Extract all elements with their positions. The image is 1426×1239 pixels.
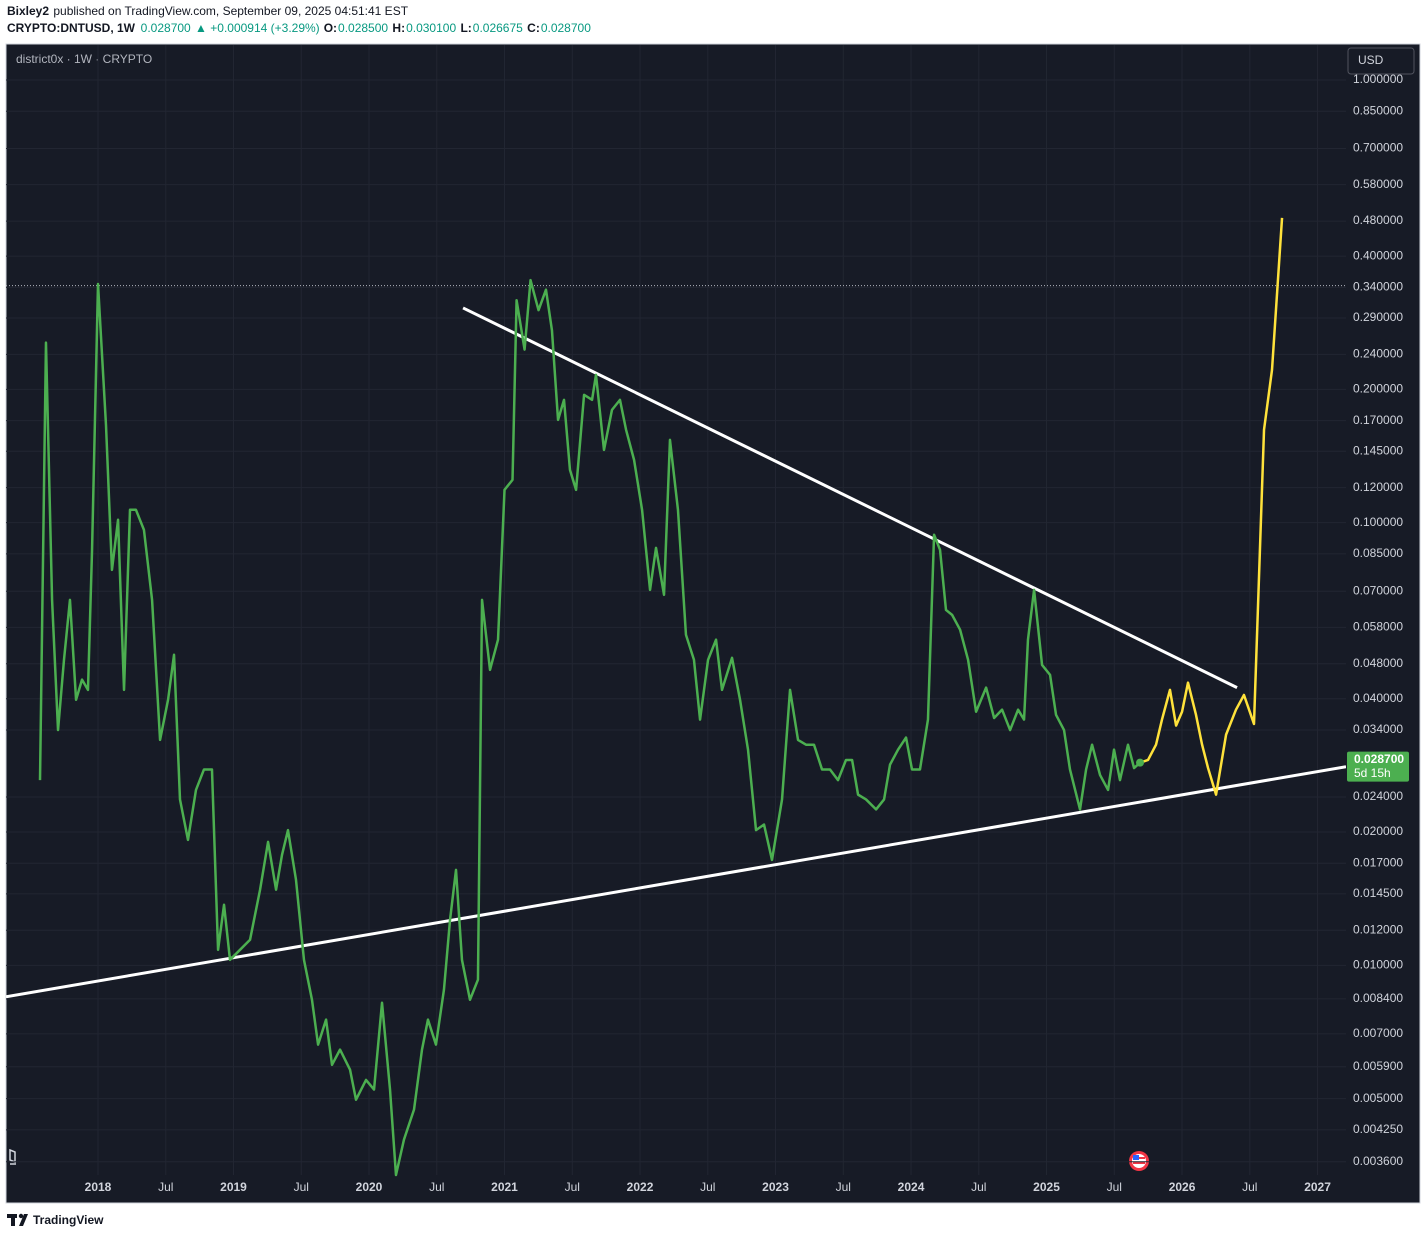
y-tick-label: 0.290000 xyxy=(1353,310,1403,324)
x-tick-label: Jul xyxy=(700,1180,715,1194)
price-line xyxy=(38,278,1141,1177)
last-point xyxy=(1136,758,1145,767)
y-tick-label: 0.003600 xyxy=(1353,1154,1403,1168)
symbol: CRYPTO:DNTUSD, 1W xyxy=(7,21,136,35)
header-field: C: xyxy=(527,21,540,35)
countdown: 5d 15h xyxy=(1354,766,1391,780)
legend: district0x · 1W · CRYPTO xyxy=(16,52,152,66)
x-tick-label: 2022 xyxy=(627,1180,654,1194)
header-field: H: xyxy=(392,21,405,35)
flag-stripe[interactable] xyxy=(1133,1162,1145,1164)
header-field: O: xyxy=(324,21,337,35)
x-tick-label: 2026 xyxy=(1169,1180,1196,1194)
x-tick-label: 2020 xyxy=(356,1180,383,1194)
y-tick-label: 0.700000 xyxy=(1353,141,1403,155)
y-tick-label: 0.034000 xyxy=(1353,722,1403,736)
flag-canton[interactable] xyxy=(1133,1155,1139,1160)
header-field: 0.028700 xyxy=(541,21,591,35)
y-tick-label: 0.120000 xyxy=(1353,480,1403,494)
x-tick-label: 2019 xyxy=(220,1180,247,1194)
x-tick-label: 2025 xyxy=(1033,1180,1060,1194)
y-tick-label: 0.085000 xyxy=(1353,546,1403,560)
published-info: published on TradingView.com, September … xyxy=(53,4,408,18)
y-tick-label: 0.040000 xyxy=(1353,691,1403,705)
y-tick-label: 0.850000 xyxy=(1353,103,1403,117)
x-tick-label: Jul xyxy=(1107,1180,1122,1194)
y-tick-label: 0.100000 xyxy=(1353,515,1403,529)
x-tick-label: Jul xyxy=(836,1180,851,1194)
y-tick-label: 0.170000 xyxy=(1353,413,1403,427)
y-tick-label: 1.000000 xyxy=(1353,72,1403,86)
y-tick-label: 0.014500 xyxy=(1353,886,1403,900)
y-tick-label: 0.340000 xyxy=(1353,280,1403,294)
price-label: 0.028700 xyxy=(1354,752,1404,766)
y-tick-label: 0.480000 xyxy=(1353,213,1403,227)
y-tick-label: 0.024000 xyxy=(1353,789,1403,803)
brand: TradingView xyxy=(33,1213,104,1227)
x-tick-label: 2021 xyxy=(491,1180,518,1194)
y-tick-label: 0.005900 xyxy=(1353,1059,1403,1073)
x-tick-label: Jul xyxy=(158,1180,173,1194)
y-tick-label: 0.004250 xyxy=(1353,1122,1403,1136)
y-tick-label: 0.008400 xyxy=(1353,991,1403,1005)
plot-area xyxy=(6,45,1346,1177)
y-tick-label: 0.012000 xyxy=(1353,922,1403,936)
x-tick-label: Jul xyxy=(429,1180,444,1194)
y-tick-label: 0.010000 xyxy=(1353,957,1403,971)
x-tick-label: 2023 xyxy=(762,1180,789,1194)
x-tick-label: 2027 xyxy=(1304,1180,1331,1194)
x-tick-label: Jul xyxy=(565,1180,580,1194)
brand-logo xyxy=(7,1213,28,1226)
y-tick-label: 0.017000 xyxy=(1353,855,1403,869)
y-tick-label: 0.200000 xyxy=(1353,382,1403,396)
x-tick-label: 2024 xyxy=(898,1180,925,1194)
header-field: 0.030100 xyxy=(406,21,456,35)
header-field: L: xyxy=(460,21,471,35)
trend-line xyxy=(462,306,1238,689)
y-tick-label: 0.007000 xyxy=(1353,1026,1403,1040)
logo-part xyxy=(18,1213,24,1219)
x-tick-label: Jul xyxy=(1242,1180,1257,1194)
y-tick-label: 0.240000 xyxy=(1353,346,1403,360)
currency-button[interactable] xyxy=(1347,47,1415,75)
y-tick-label: 0.005000 xyxy=(1353,1091,1403,1105)
x-tick-label: 2018 xyxy=(85,1180,112,1194)
y-tick-label: 0.048000 xyxy=(1353,656,1403,670)
header-field: 0.026675 xyxy=(473,21,523,35)
logo-part xyxy=(19,1214,28,1226)
y-tick-label: 0.145000 xyxy=(1353,443,1403,457)
y-tick-label: 0.070000 xyxy=(1353,583,1403,597)
currency[interactable]: USD xyxy=(1358,53,1384,67)
y-tick-label: 0.580000 xyxy=(1353,177,1403,191)
price-label-box xyxy=(1347,751,1409,782)
x-tick-label: Jul xyxy=(971,1180,986,1194)
author: Bixley2 xyxy=(7,4,49,18)
logo-part xyxy=(11,1214,15,1226)
price-line xyxy=(1139,217,1284,796)
chart-frame xyxy=(5,43,1421,1204)
x-tick-label: Jul xyxy=(294,1180,309,1194)
y-tick-label: 0.400000 xyxy=(1353,248,1403,262)
header-field: ▲ +0.000914 (+3.29%) xyxy=(195,21,320,35)
y-tick-label: 0.058000 xyxy=(1353,620,1403,634)
flag-icon[interactable] xyxy=(1129,1151,1149,1171)
y-tick-label: 0.020000 xyxy=(1353,824,1403,838)
header-field: 0.028500 xyxy=(338,21,388,35)
header-field: 0.028700 xyxy=(141,21,191,35)
